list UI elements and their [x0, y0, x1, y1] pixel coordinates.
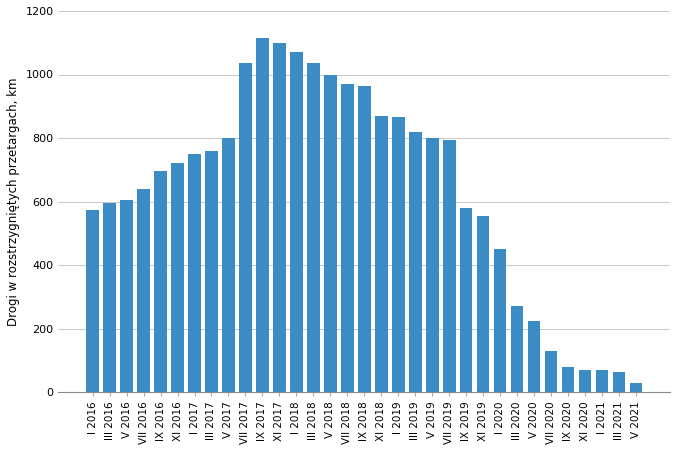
Bar: [137, 189, 150, 392]
Bar: [86, 210, 99, 392]
Bar: [477, 216, 489, 392]
Bar: [239, 64, 252, 392]
Bar: [222, 138, 235, 392]
Bar: [596, 370, 609, 392]
Bar: [494, 249, 506, 392]
Bar: [256, 38, 269, 392]
Bar: [188, 154, 201, 392]
Bar: [579, 370, 591, 392]
Bar: [544, 351, 557, 392]
Bar: [324, 74, 336, 392]
Bar: [392, 117, 405, 392]
Bar: [154, 171, 167, 392]
Bar: [307, 64, 320, 392]
Bar: [171, 163, 184, 392]
Bar: [375, 116, 388, 392]
Bar: [562, 367, 574, 392]
Bar: [358, 86, 370, 392]
Y-axis label: Drogi w rozstrzygniętych przetargach, km: Drogi w rozstrzygniętych przetargach, km: [7, 78, 20, 326]
Bar: [426, 138, 439, 392]
Bar: [273, 43, 286, 392]
Bar: [630, 383, 642, 392]
Bar: [290, 52, 303, 392]
Bar: [460, 208, 473, 392]
Bar: [409, 132, 422, 392]
Bar: [205, 151, 218, 392]
Bar: [510, 307, 523, 392]
Bar: [613, 372, 626, 392]
Bar: [104, 203, 116, 392]
Bar: [527, 321, 540, 392]
Bar: [443, 140, 456, 392]
Bar: [341, 84, 353, 392]
Bar: [121, 200, 133, 392]
